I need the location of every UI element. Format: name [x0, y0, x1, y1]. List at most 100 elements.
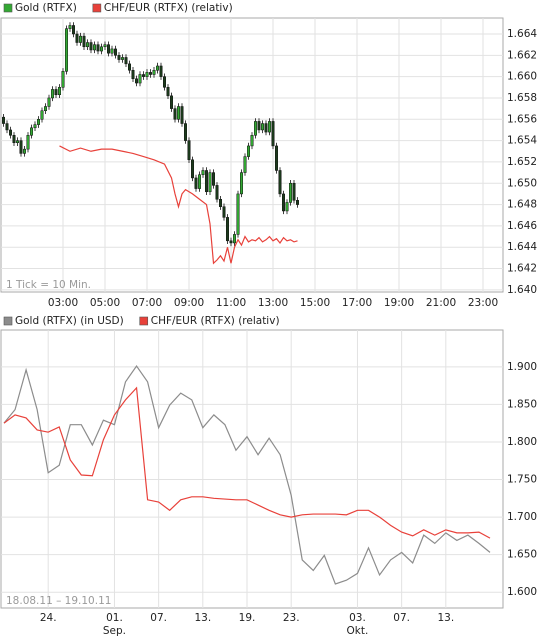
candle-body	[75, 33, 79, 43]
candle-body	[135, 78, 138, 84]
candle-body	[243, 156, 247, 173]
y-tick-label: 1.660	[507, 71, 537, 83]
candle-body	[226, 217, 229, 242]
candle-body	[68, 25, 72, 29]
x-tick-label: 21:00	[426, 297, 456, 309]
y-tick-label: 1.650	[507, 549, 537, 561]
candle-body	[219, 198, 222, 207]
candle-body	[131, 69, 135, 80]
y-tick-label: 1.654	[507, 135, 537, 147]
candle-body	[30, 127, 33, 136]
candle-body	[233, 234, 236, 244]
x-tick-label: 07:00	[132, 297, 162, 309]
candle-body	[257, 121, 261, 131]
x-tick-label: 23.	[283, 612, 300, 624]
y-tick-label: 1.750	[507, 474, 537, 486]
x-tick-label: 15:00	[300, 297, 330, 309]
candle-body	[61, 71, 65, 88]
candle-body	[222, 206, 226, 218]
candle-body	[170, 95, 173, 109]
candle-body	[86, 42, 89, 48]
candle-body	[261, 123, 264, 131]
legend-label: CHF/EUR (RTFX) (relativ)	[151, 315, 280, 327]
candle-body	[250, 135, 254, 147]
x-tick-label: 11:00	[216, 297, 246, 309]
y-tick-label: 1.650	[507, 177, 537, 189]
plot-frame	[0, 329, 504, 609]
candle-body	[166, 87, 170, 97]
x-month-label: Sep.	[103, 625, 126, 637]
candle-body	[93, 44, 96, 51]
y-tick-label: 1.644	[507, 241, 537, 253]
candle-body	[142, 74, 145, 77]
candle-body	[205, 170, 208, 193]
candle-body	[149, 72, 152, 75]
candle-body	[96, 44, 100, 52]
candle-body	[40, 110, 44, 120]
x-tick-label: 13.	[437, 612, 454, 624]
x-tick-label: 13:00	[258, 297, 288, 309]
annotation: 18.08.11 – 19.10.11	[6, 595, 111, 607]
candle-body	[79, 35, 82, 43]
candle-body	[191, 159, 194, 179]
candle-body	[268, 121, 271, 133]
candle-body	[19, 140, 23, 154]
candle-body	[37, 119, 40, 125]
candle-body	[282, 193, 285, 212]
candle-body	[26, 135, 30, 150]
x-tick-label: 07.	[150, 612, 167, 624]
line-series	[3, 365, 491, 585]
candle-body	[254, 121, 257, 136]
y-tick-label: 1.700	[507, 511, 537, 523]
y-tick-label: 1.800	[507, 436, 537, 448]
candle-body	[159, 65, 163, 77]
candle-body	[156, 65, 159, 71]
x-tick-label: 03.	[349, 612, 366, 624]
x-tick-label: 09:00	[174, 297, 204, 309]
candle-body	[16, 140, 19, 143]
x-tick-label: 19:00	[384, 297, 414, 309]
y-tick-label: 1.642	[507, 263, 537, 275]
y-tick-label: 1.900	[507, 361, 537, 373]
candle-body	[82, 35, 86, 48]
candle-body	[292, 183, 296, 201]
candle-body	[124, 57, 128, 65]
candle-body	[247, 145, 250, 157]
legend-swatch	[139, 316, 149, 326]
candle-body	[184, 123, 187, 141]
x-tick-label: 24.	[40, 612, 57, 624]
legend-swatch	[3, 3, 13, 13]
candle-body	[173, 108, 177, 120]
y-tick-label: 1.640	[507, 284, 537, 296]
candle-body	[177, 106, 180, 120]
y-tick-label: 1.646	[507, 220, 537, 232]
y-tick-label: 1.652	[507, 156, 537, 168]
candle-body	[229, 240, 233, 244]
candle-body	[114, 48, 117, 56]
plot-frame	[0, 17, 504, 293]
candle-body	[152, 69, 156, 75]
candle-body	[33, 124, 37, 129]
candle-body	[121, 57, 124, 60]
y-tick-label: 1.648	[507, 199, 537, 211]
candle-body	[12, 135, 16, 143]
y-tick-label: 1.656	[507, 113, 537, 125]
candle-body	[128, 63, 131, 71]
y-tick-label: 1.850	[507, 398, 537, 410]
candle-body	[2, 116, 5, 124]
x-tick-label: 23:00	[468, 297, 498, 309]
candle-body	[72, 25, 75, 35]
legend-label: CHF/EUR (RTFX) (relativ)	[104, 2, 233, 14]
x-tick-label: 17:00	[342, 297, 372, 309]
candle-body	[44, 106, 47, 112]
candle-body	[194, 177, 198, 189]
candle-body	[117, 55, 121, 60]
legend-label: Gold (RTFX) (in USD)	[15, 315, 124, 327]
candle-body	[58, 87, 61, 96]
candle-body	[47, 97, 51, 107]
legend-swatch	[92, 3, 102, 13]
candle-body	[278, 170, 282, 195]
annotation: 1 Tick = 10 Min.	[6, 279, 91, 291]
candle-body	[110, 48, 114, 54]
x-month-label: Okt.	[347, 625, 369, 637]
